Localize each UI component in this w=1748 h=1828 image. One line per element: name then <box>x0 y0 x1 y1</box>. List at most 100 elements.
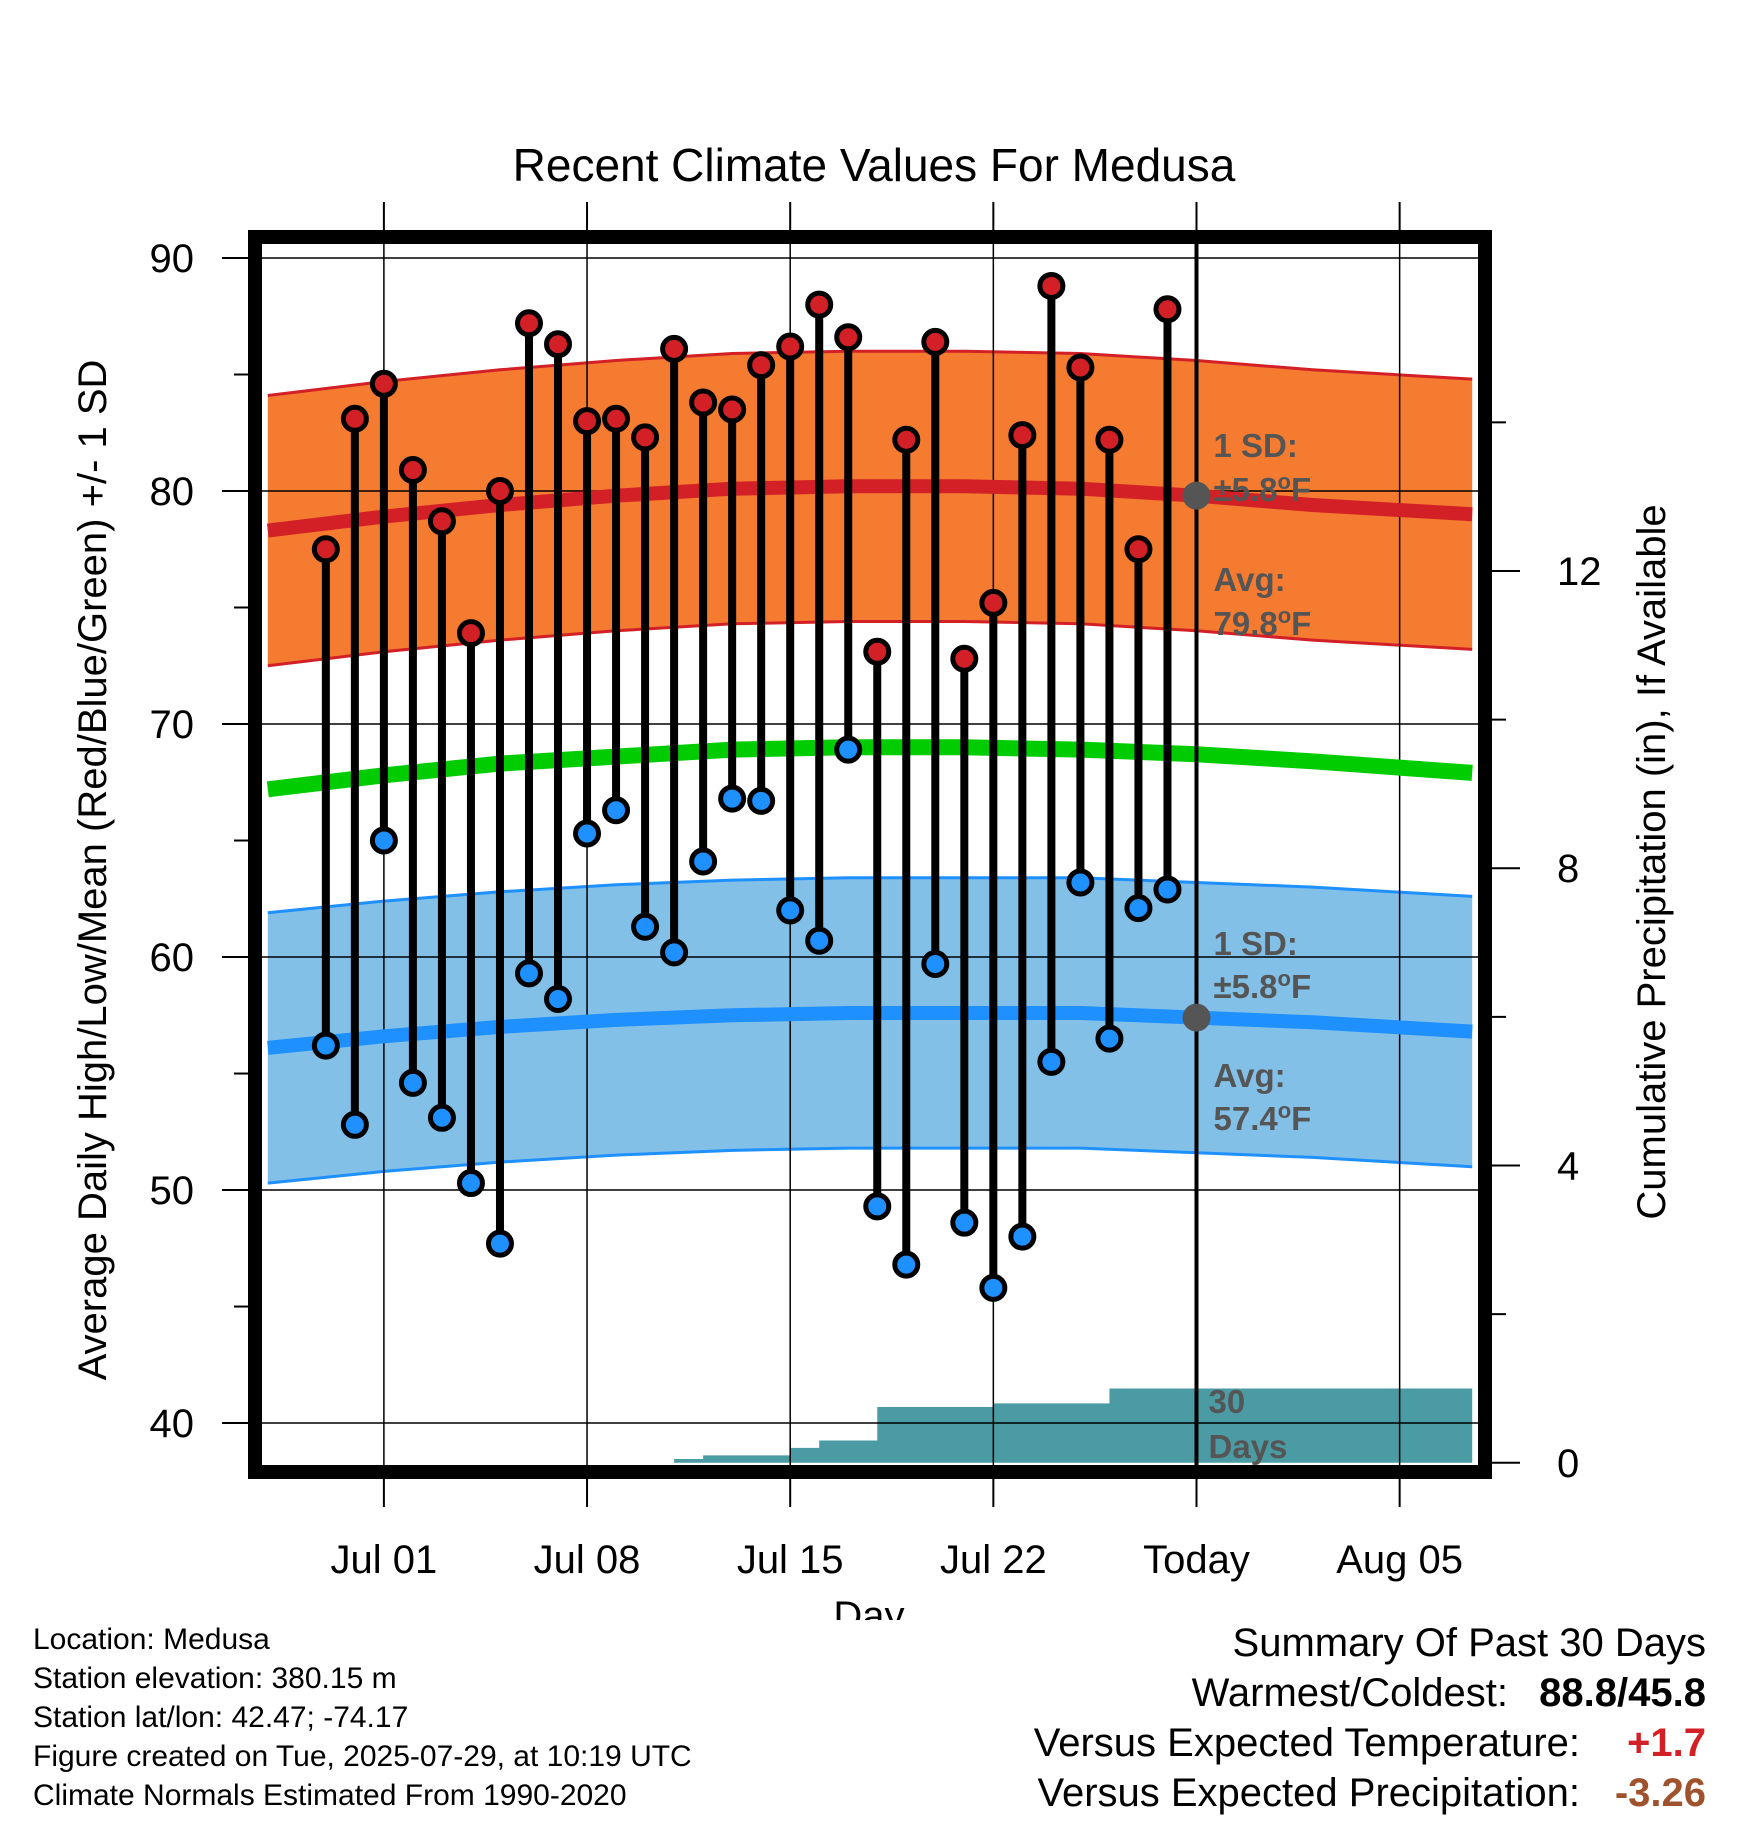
high-temp-point <box>1066 353 1095 382</box>
temp-anomaly-label: Versus Expected Temperature: <box>1033 1721 1580 1765</box>
low-temp-point <box>805 926 834 955</box>
summary-heading-row: Summary Of Past 30 Days <box>886 1618 1706 1668</box>
precip-anomaly-value: -3.26 <box>1614 1771 1706 1815</box>
temp-anomaly-value: +1.7 <box>1627 1721 1706 1765</box>
low-temp-point <box>1037 1047 1066 1076</box>
temp-anomaly-row: Versus Expected Temperature: +1.7 <box>886 1718 1706 1768</box>
x-tick-label: Aug 05 <box>1336 1538 1463 1582</box>
warmest-coldest-value: 88.8/45.8 <box>1534 1668 1706 1718</box>
high-temp-point <box>1153 295 1182 324</box>
high-temp-point <box>805 290 834 319</box>
high-temp-point <box>311 535 340 564</box>
x-tick-label: Jul 22 <box>940 1538 1047 1582</box>
today-line <box>1182 244 1211 1465</box>
low-temp-point <box>311 1031 340 1060</box>
y2-tick-label: 12 <box>1557 550 1602 594</box>
low-temp-point <box>456 1169 485 1198</box>
x-tick-label: Today <box>1143 1538 1250 1582</box>
high-temp-point <box>398 456 427 485</box>
high-temp-point <box>950 644 979 673</box>
low-sd-value: ±5.8oF <box>1213 966 1311 1005</box>
high-temp-point <box>1095 425 1124 454</box>
high-temp-point <box>1037 271 1066 300</box>
high-temp-point <box>689 388 718 417</box>
low-temp-point <box>1124 894 1153 923</box>
y2-tick-label: 8 <box>1557 847 1579 891</box>
low-normal-band <box>267 877 1473 1184</box>
high-temp-point <box>456 619 485 648</box>
x-axis-title: Day <box>833 1594 904 1620</box>
high-temp-point <box>631 423 660 452</box>
low-temp-point <box>544 984 573 1013</box>
low-temp-point <box>834 735 863 764</box>
warmest-label: Warmest/Coldest: <box>1191 1671 1508 1715</box>
high-sd-value: ±5.8oF <box>1213 469 1311 508</box>
low-sd-label: 1 SD: <box>1213 925 1297 962</box>
climate-chart: Recent Climate Values For Medusa 1 SD: ±5… <box>71 139 1674 1620</box>
mean-normal-line <box>266 739 1473 798</box>
low-temp-point <box>1066 868 1095 897</box>
high-avg-label: Avg: <box>1213 561 1285 598</box>
elevation-text: Station elevation: 380.15 m <box>33 1662 397 1695</box>
daily-range-stems <box>321 285 1172 1288</box>
y-tick-label: 80 <box>150 470 195 514</box>
low-temp-point <box>921 950 950 979</box>
high-temp-point <box>369 369 398 398</box>
high-temp-point <box>602 404 631 433</box>
high-temp-point <box>747 351 776 380</box>
warmest-coldest-slash: / <box>1617 1671 1629 1715</box>
x-tick-label: Jul 15 <box>737 1538 844 1582</box>
low-temp-point <box>892 1250 921 1279</box>
y2-tick-label: 4 <box>1557 1145 1579 1189</box>
low-temp-point <box>1153 875 1182 904</box>
daily-points <box>311 271 1182 1302</box>
high-temp-point <box>514 309 543 338</box>
warmest-value: 88.8 <box>1539 1671 1618 1715</box>
y-tick-label: 50 <box>150 1169 195 1213</box>
plot-frame <box>248 230 1492 1479</box>
coldest-value: 45.8 <box>1628 1671 1706 1715</box>
today-high-avg-marker <box>1182 481 1211 510</box>
days-marker-label: Days <box>1208 1428 1287 1465</box>
low-temp-point <box>747 786 776 815</box>
low-avg-value: 57.4oF <box>1213 1098 1311 1137</box>
low-temp-point <box>660 938 689 967</box>
y-axis-title: Average Daily High/Low/Mean (Red/Blue/Gr… <box>71 360 115 1381</box>
station-info: Location: Medusa Station elevation: 380.… <box>33 1620 692 1815</box>
low-temp-point <box>863 1192 892 1221</box>
low-avg-label: Avg: <box>1213 1057 1285 1094</box>
latlon-text: Station lat/lon: 42.47; -74.17 <box>33 1701 409 1734</box>
y-tick-label: 70 <box>150 703 195 747</box>
high-temp-point <box>979 588 1008 617</box>
low-temp-point <box>979 1273 1008 1302</box>
high-sd-label: 1 SD: <box>1213 427 1297 464</box>
precip-anomaly-row: Versus Expected Precipitation: -3.26 <box>886 1768 1706 1818</box>
low-temp-point <box>427 1103 456 1132</box>
high-temp-point <box>834 323 863 352</box>
today-low-avg-marker <box>1182 1003 1211 1032</box>
low-normal-band-lower-edge <box>267 1146 1473 1185</box>
low-temp-point <box>340 1110 369 1139</box>
annotations: 1 SD: ±5.8oF Avg: 79.8oF 1 SD: ±5.8oF Avg: 57.4… <box>1208 427 1311 1465</box>
low-temp-point <box>485 1229 514 1258</box>
normals-text: Climate Normals Estimated From 1990-2020 <box>33 1779 627 1812</box>
low-temp-point <box>631 912 660 941</box>
low-temp-point <box>1008 1222 1037 1251</box>
x-tick-label: Jul 01 <box>331 1538 438 1582</box>
high-temp-point <box>892 425 921 454</box>
warmest-coldest-row: Warmest/Coldest: 88.8/45.8 <box>886 1668 1706 1718</box>
low-temp-point <box>718 784 747 813</box>
y-tick-label: 60 <box>150 936 195 980</box>
plot-border <box>248 230 1492 1479</box>
location-text: Location: Medusa <box>33 1623 270 1656</box>
high-temp-point <box>573 407 602 436</box>
high-temp-point <box>544 330 573 359</box>
summary-panel: Summary Of Past 30 Days Warmest/Coldest:… <box>886 1618 1706 1818</box>
high-temp-point <box>1124 535 1153 564</box>
low-temp-point <box>1095 1024 1124 1053</box>
high-temp-point <box>863 637 892 666</box>
low-temp-point <box>369 826 398 855</box>
low-temp-point <box>689 847 718 876</box>
high-avg-value: 79.8oF <box>1213 603 1311 642</box>
